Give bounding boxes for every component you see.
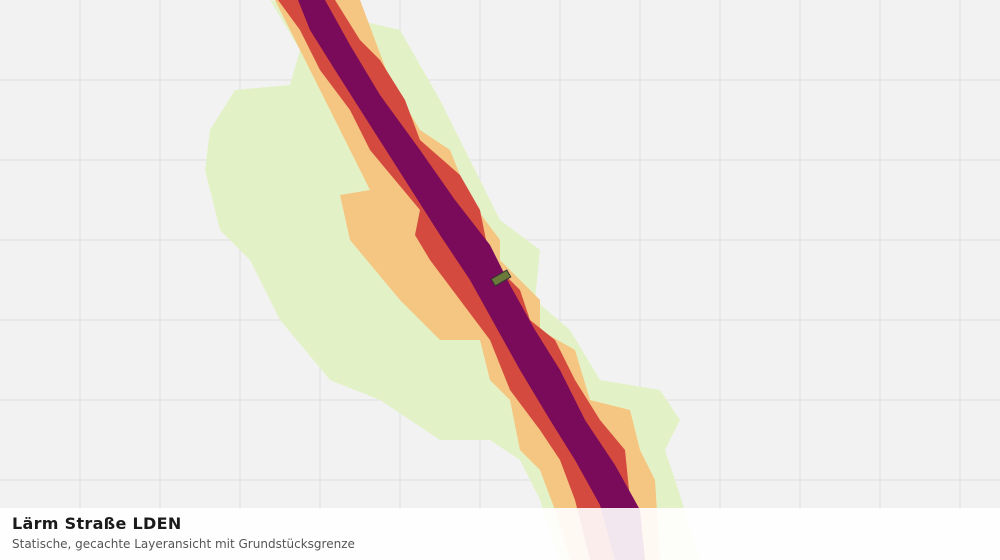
parcel-boundary [490,269,512,287]
layer-title: Lärm Straße LDEN [12,514,182,533]
info-panel: Lärm Straße LDEN Statische, gecachte Lay… [0,508,1000,560]
zone-very-high [298,0,645,560]
zone-high [278,0,640,560]
layer-subtitle: Statische, gecachte Layeransicht mit Gru… [12,537,355,551]
